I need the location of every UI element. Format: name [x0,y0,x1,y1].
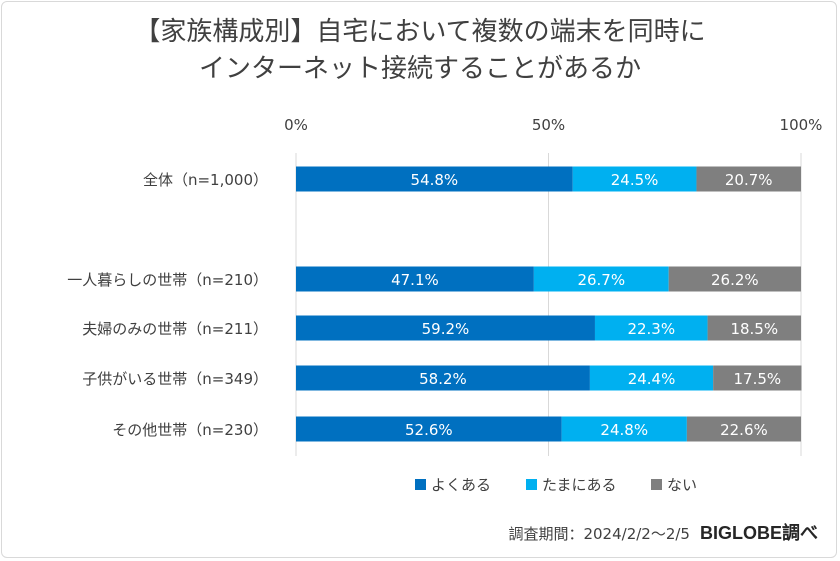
data-label-1-1: 26.7% [577,271,625,289]
data-label-4-1: 24.8% [600,421,648,439]
data-label-4-0: 52.6% [405,421,453,439]
bar-1-2 [668,266,801,292]
category-label-0: 全体（n=1,000） [143,171,268,189]
bar-2-2 [707,315,801,341]
x-tick-label-0: 0% [284,116,308,134]
legend-label-1: たまにある [542,476,617,494]
legend-swatch-0 [415,479,426,490]
legend-label-2: ない [667,476,697,494]
bar-3-2 [713,365,802,391]
bar-3-1 [589,365,714,391]
data-label-0-0: 54.8% [411,171,459,189]
bar-1-0 [296,266,534,292]
data-label-2-2: 18.5% [730,320,778,338]
x-tick-label-1: 50% [532,116,565,134]
data-label-1-0: 47.1% [391,271,439,289]
data-label-3-0: 58.2% [419,370,467,388]
bar-1-1 [533,266,669,292]
bar-0-1 [572,166,697,192]
legend-swatch-1 [526,479,537,490]
data-label-0-1: 24.5% [611,171,659,189]
bar-0-0 [296,166,573,192]
category-label-1: 一人暮らしの世帯（n=210） [67,271,268,289]
bar-3-0 [296,365,590,391]
x-tick-label-2: 100% [780,116,823,134]
chart-title: 【家族構成別】自宅において複数の端末を同時に インターネット接続することがあるか [0,14,840,88]
bar-4-0 [296,416,562,442]
source-note: 調査期間：2024/2/2～2/5 BIGLOBE調べ [508,519,818,545]
bar-4-1 [561,416,687,442]
category-label-4: その他世帯（n=230） [112,421,268,439]
legend-swatch-2 [651,479,662,490]
bar-2-1 [594,315,708,341]
bar-0-2 [696,166,801,192]
data-label-2-1: 22.3% [627,320,675,338]
category-label-3: 子供がいる世帯（n=349） [82,370,268,388]
category-label-2: 夫婦のみの世帯（n=211） [82,320,268,338]
data-label-0-2: 20.7% [725,171,773,189]
data-label-1-2: 26.2% [711,271,759,289]
chart-title-line-2: インターネット接続することがあるか [198,54,641,84]
bar-4-2 [686,416,801,442]
data-label-3-2: 17.5% [733,370,781,388]
legend-label-0: よくある [431,476,491,494]
chart-title-line-1: 【家族構成別】自宅において複数の端末を同時に [134,17,706,47]
data-label-2-0: 59.2% [422,320,470,338]
data-label-4-2: 22.6% [720,421,768,439]
bar-2-0 [296,315,595,341]
brand-label: BIGLOBE調べ [699,523,818,543]
survey-period: 調査期間：2024/2/2～2/5 [508,525,690,543]
data-label-3-1: 24.4% [628,370,676,388]
